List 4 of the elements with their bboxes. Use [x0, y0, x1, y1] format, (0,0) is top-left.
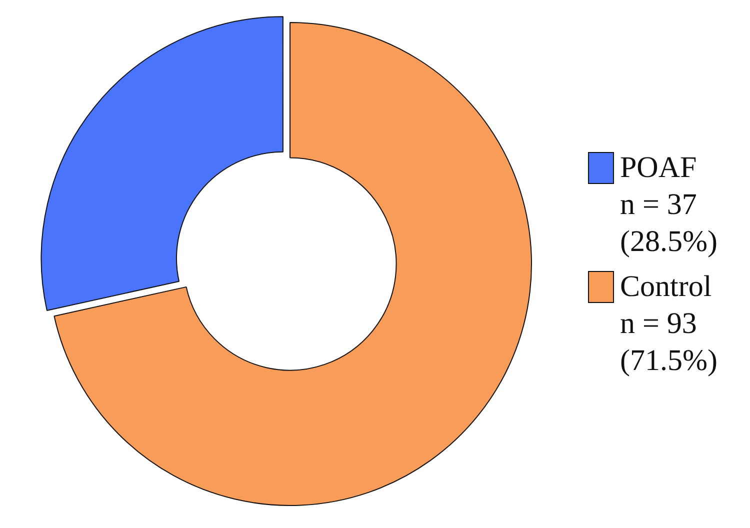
data-label: n = 93 (71.5%) [620, 306, 718, 379]
legend-label: POAF [620, 150, 698, 186]
legend-label: Control [620, 269, 713, 305]
data-label: n = 37 (28.5%) [620, 187, 718, 260]
